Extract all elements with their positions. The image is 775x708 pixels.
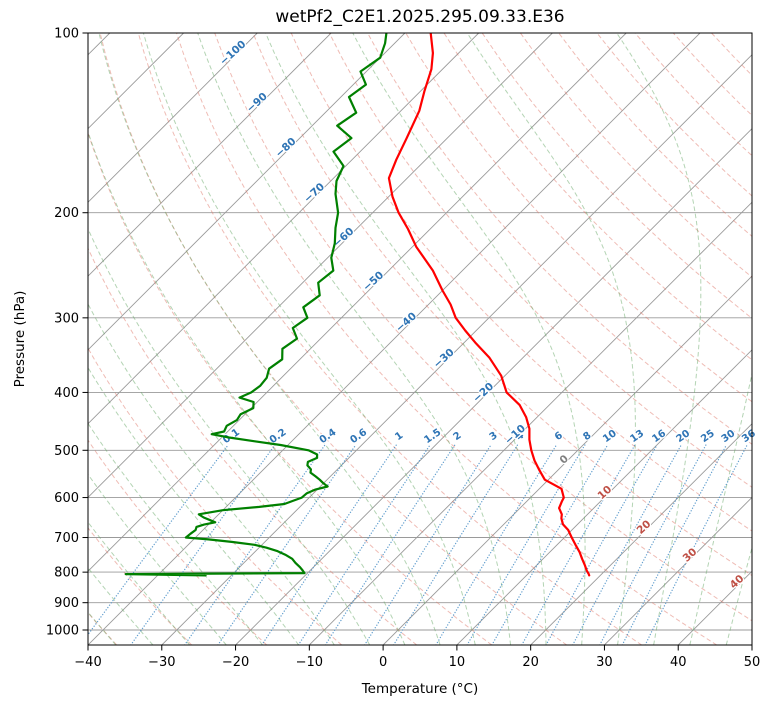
plot-frame — [87, 32, 753, 646]
svg-text:−70: −70 — [302, 181, 327, 206]
svg-text:40: 40 — [728, 573, 747, 592]
x-axis-label: Temperature (°C) — [361, 681, 479, 697]
svg-text:3: 3 — [488, 430, 500, 443]
temperature-curve — [387, 33, 591, 577]
svg-text:−90: −90 — [244, 90, 269, 115]
svg-text:36: 36 — [740, 428, 758, 445]
y-axis-ticks: 100 200 300 400 500 600 700 800 900 1000 — [46, 27, 88, 639]
svg-text:−40: −40 — [74, 655, 101, 670]
svg-text:−30: −30 — [148, 655, 175, 670]
svg-text:20: 20 — [635, 518, 654, 537]
y-axis-label: Pressure (hPa) — [12, 290, 28, 388]
svg-text:40: 40 — [670, 655, 687, 670]
svg-text:300: 300 — [54, 311, 79, 326]
svg-text:2: 2 — [452, 430, 464, 443]
svg-text:30: 30 — [681, 546, 700, 565]
pressure-gridlines — [88, 33, 752, 631]
svg-text:20: 20 — [522, 655, 539, 670]
svg-text:200: 200 — [54, 206, 79, 221]
x-axis-ticks: −40 −30 −20 −10 0 10 20 30 40 50 — [74, 645, 760, 670]
svg-text:13: 13 — [628, 428, 646, 445]
svg-text:900: 900 — [54, 596, 79, 611]
svg-text:0.6: 0.6 — [348, 427, 369, 446]
svg-text:−50: −50 — [361, 269, 386, 294]
svg-text:16: 16 — [650, 428, 668, 445]
svg-text:30: 30 — [596, 655, 613, 670]
svg-text:800: 800 — [54, 566, 79, 581]
dewpoint-curve — [124, 33, 388, 577]
isotherms-layer — [88, 33, 752, 645]
chart-title: wetPf2_C2E1.2025.295.09.33.E36 — [275, 7, 565, 27]
svg-text:20: 20 — [675, 428, 693, 445]
svg-text:−80: −80 — [273, 135, 298, 160]
svg-text:500: 500 — [54, 444, 79, 459]
svg-text:−20: −20 — [222, 655, 249, 670]
svg-text:0: 0 — [557, 453, 570, 467]
svg-text:−20: −20 — [471, 380, 496, 405]
svg-text:−10: −10 — [296, 655, 323, 670]
svg-text:0: 0 — [379, 655, 387, 670]
svg-text:10: 10 — [601, 428, 619, 445]
svg-text:100: 100 — [54, 27, 79, 42]
svg-text:1000: 1000 — [46, 624, 79, 639]
svg-text:−30: −30 — [431, 346, 456, 371]
svg-text:8: 8 — [581, 430, 593, 443]
svg-text:−40: −40 — [394, 310, 419, 335]
svg-text:25: 25 — [699, 428, 717, 445]
svg-text:600: 600 — [54, 491, 79, 506]
svg-text:1.5: 1.5 — [422, 427, 443, 446]
moist-adiabats-layer — [88, 33, 752, 645]
svg-text:50: 50 — [744, 655, 761, 670]
svg-text:30: 30 — [720, 428, 738, 445]
svg-text:1: 1 — [393, 430, 405, 443]
svg-text:0.4: 0.4 — [318, 427, 339, 446]
mixing-ratio-layer — [88, 444, 748, 645]
svg-text:10: 10 — [449, 655, 466, 670]
svg-text:700: 700 — [54, 531, 79, 546]
mixing-ratio-labels: 0.1 0.2 0.4 0.6 1 1.5 2 3 4 6 8 10 13 16 20 25 30 36 — [220, 426, 759, 448]
svg-text:6: 6 — [553, 430, 565, 443]
svg-text:400: 400 — [54, 386, 79, 401]
